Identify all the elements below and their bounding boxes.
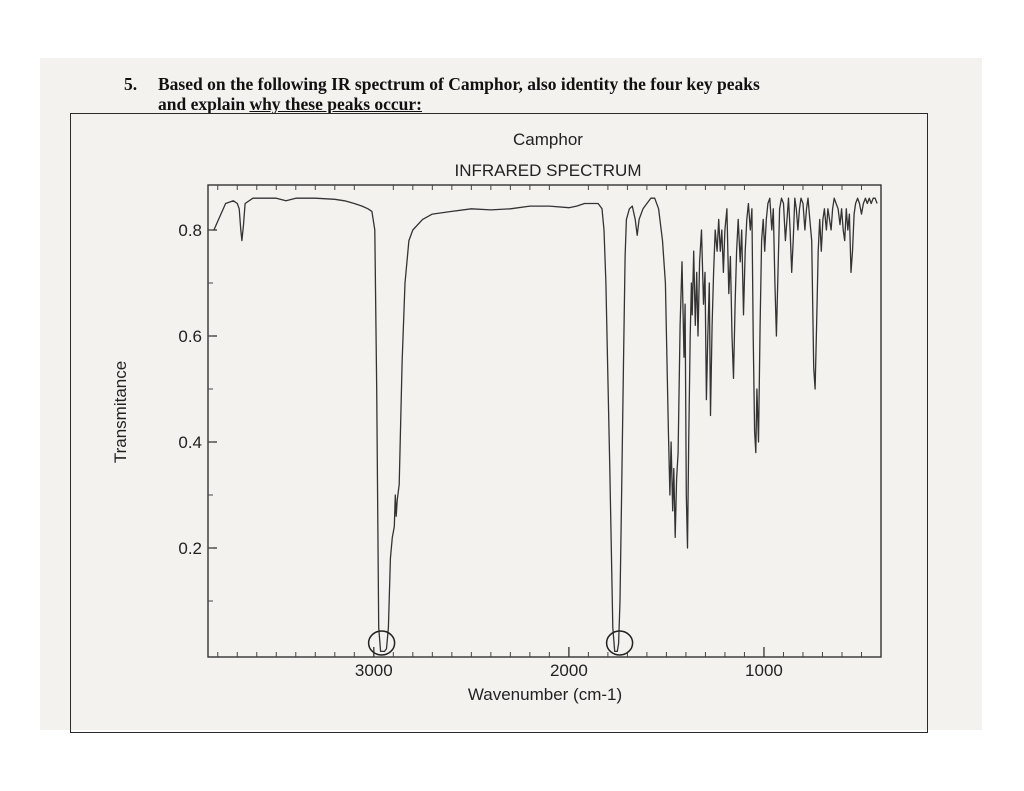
minor-ticks	[208, 185, 862, 657]
spectrum-line	[213, 197, 878, 653]
x-tick-label: 1000	[745, 661, 783, 680]
cut-off-answer-text	[70, 713, 928, 731]
question-line-2-prefix: and explain	[158, 94, 250, 114]
question-text: 5. Based on the following IR spectrum of …	[124, 74, 904, 114]
y-tick-label: 0.8	[178, 221, 202, 240]
question-number: 5.	[124, 74, 138, 94]
question-line-1: 5. Based on the following IR spectrum of …	[124, 74, 904, 94]
question-line-2-underlined: why these peaks occur:	[249, 94, 422, 114]
y-tick-label: 0.4	[178, 433, 202, 452]
circled-peak-marker	[367, 630, 396, 656]
answer-box-frame	[70, 113, 928, 733]
circled-peaks	[367, 630, 634, 656]
x-axis-ticks: 3000 2000 1000	[355, 647, 783, 680]
question-line-1-text: Based on the following IR spectrum of Ca…	[158, 74, 760, 94]
circled-peak-marker	[605, 630, 634, 656]
question-line-2: and explain why these peaks occur:	[124, 94, 904, 114]
x-tick-label: 3000	[355, 661, 393, 680]
x-tick-label: 2000	[550, 661, 588, 680]
chart-subtitle: INFRARED SPECTRUM	[454, 161, 641, 180]
y-tick-label: 0.2	[178, 539, 202, 558]
worksheet-page	[40, 58, 982, 730]
y-tick-label: 0.6	[178, 327, 202, 346]
plot-area	[207, 184, 882, 658]
x-axis-label: Wavenumber (cm-1)	[468, 685, 622, 704]
y-axis-label: Transmitance	[111, 361, 130, 463]
chart-title: Camphor	[513, 130, 583, 149]
